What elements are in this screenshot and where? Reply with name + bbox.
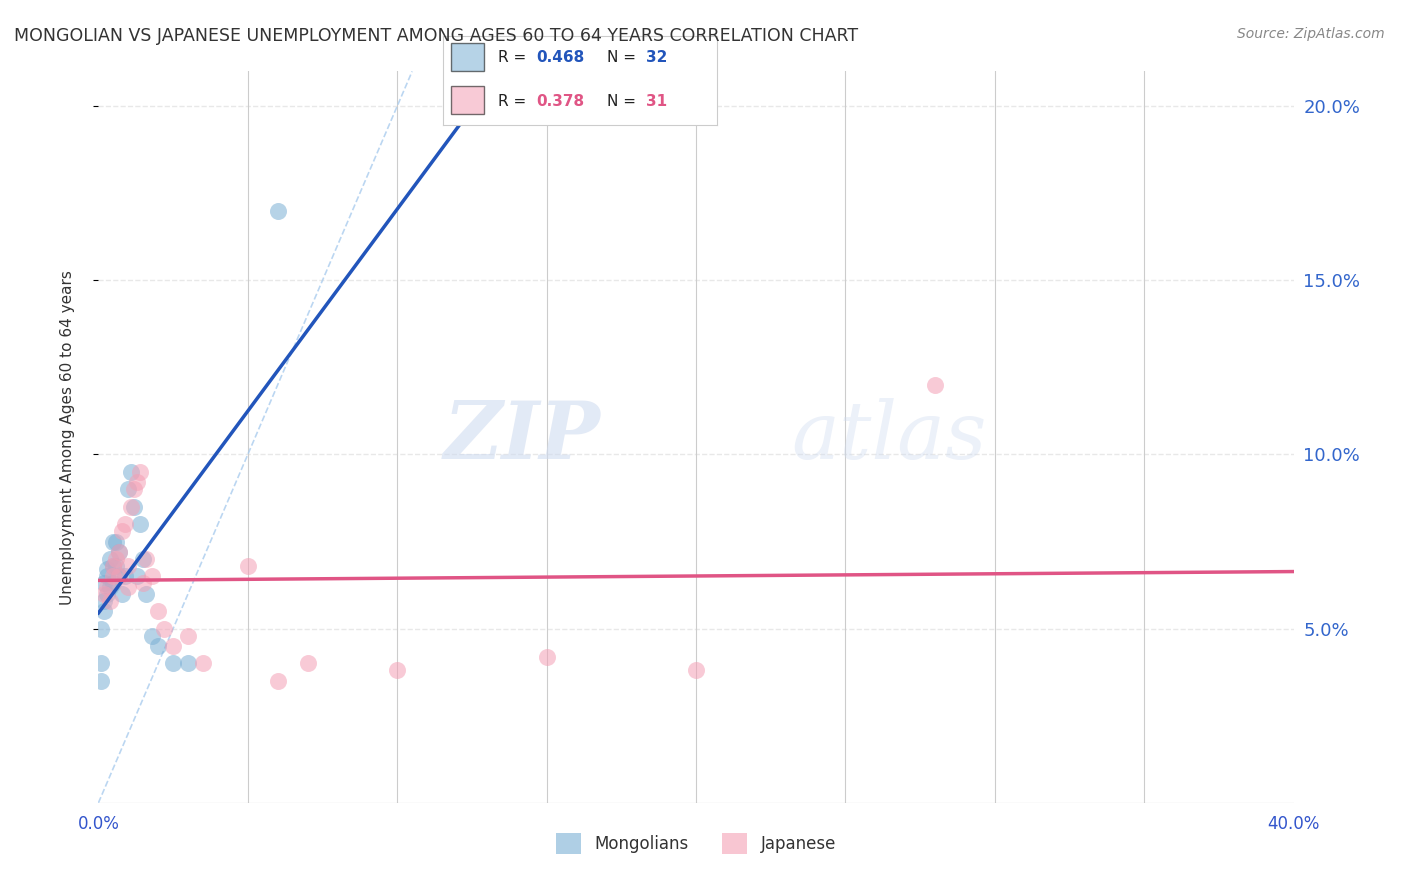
Text: 0.468: 0.468 (536, 51, 585, 65)
Text: N =: N = (607, 95, 641, 109)
Text: MONGOLIAN VS JAPANESE UNEMPLOYMENT AMONG AGES 60 TO 64 YEARS CORRELATION CHART: MONGOLIAN VS JAPANESE UNEMPLOYMENT AMONG… (14, 27, 858, 45)
Point (93, 576, 115, 591)
Point (685, 664, 707, 678)
Point (108, 545, 131, 559)
Point (98, 594, 122, 608)
Point (117, 580, 139, 594)
Text: 0.378: 0.378 (536, 95, 585, 109)
Y-axis label: Unemployment Among Ages 60 to 64 years: Unemployment Among Ages 60 to 64 years (60, 269, 75, 605)
Point (93, 604, 115, 618)
Point (129, 517, 152, 532)
Point (117, 483, 139, 497)
Text: R =: R = (498, 95, 531, 109)
Point (129, 465, 152, 479)
Point (117, 558, 139, 573)
Point (90, 622, 112, 636)
Point (103, 576, 125, 591)
Point (924, 377, 946, 392)
Point (135, 552, 157, 566)
Point (93, 594, 115, 608)
Point (96, 562, 118, 576)
Point (96, 587, 118, 601)
Point (153, 622, 176, 636)
Point (141, 629, 163, 643)
Point (98, 552, 122, 566)
Point (111, 524, 134, 538)
Point (191, 657, 214, 671)
FancyBboxPatch shape (451, 43, 484, 71)
Point (162, 639, 184, 653)
Point (105, 534, 128, 549)
Point (132, 576, 155, 591)
Point (111, 587, 134, 601)
Point (127, 569, 149, 583)
Point (124, 500, 146, 514)
Point (177, 657, 200, 671)
Text: Source: ZipAtlas.com: Source: ZipAtlas.com (1237, 27, 1385, 41)
Text: ZIP: ZIP (443, 399, 600, 475)
Point (120, 465, 142, 479)
Text: R =: R = (498, 51, 531, 65)
Point (135, 587, 157, 601)
Point (108, 569, 131, 583)
Point (124, 483, 146, 497)
Text: atlas: atlas (792, 399, 987, 475)
Point (236, 558, 259, 573)
Point (90, 657, 112, 671)
Point (267, 203, 290, 218)
Point (148, 639, 170, 653)
Point (177, 629, 200, 643)
Point (127, 475, 149, 490)
Point (90, 673, 112, 688)
Text: 32: 32 (645, 51, 668, 65)
Point (103, 558, 125, 573)
Text: 31: 31 (645, 95, 666, 109)
Point (103, 534, 125, 549)
Point (96, 580, 118, 594)
Point (148, 604, 170, 618)
Point (108, 545, 131, 559)
Point (162, 657, 184, 671)
Point (103, 558, 125, 573)
Point (132, 552, 155, 566)
Point (98, 580, 122, 594)
Point (267, 673, 290, 688)
Point (105, 552, 128, 566)
Point (114, 517, 136, 532)
Point (108, 569, 131, 583)
Point (96, 569, 118, 583)
Point (103, 569, 125, 583)
Point (120, 500, 142, 514)
Point (536, 649, 558, 664)
Point (141, 569, 163, 583)
Point (105, 558, 128, 573)
Point (385, 664, 409, 678)
Point (297, 657, 319, 671)
Point (114, 569, 136, 583)
Text: N =: N = (607, 51, 641, 65)
Point (93, 587, 115, 601)
FancyBboxPatch shape (451, 86, 484, 114)
Legend: Mongolians, Japanese: Mongolians, Japanese (550, 827, 842, 860)
